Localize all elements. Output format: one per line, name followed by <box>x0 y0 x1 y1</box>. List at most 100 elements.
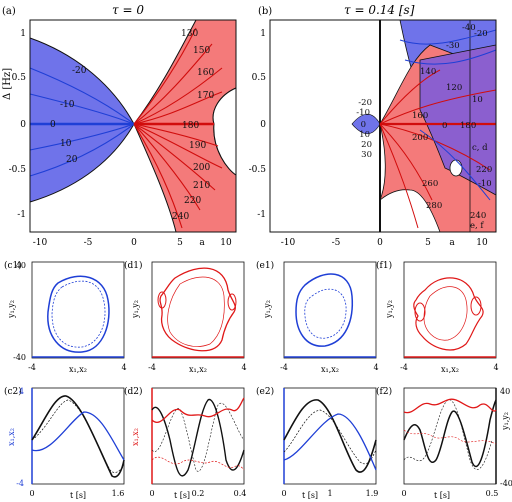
title-a: τ = 0 <box>112 3 144 17</box>
xtick-a: 5 <box>177 238 183 248</box>
xlabel: t [s] <box>302 491 318 500</box>
xtick: -4 <box>400 363 408 372</box>
time-label: (c2) <box>4 386 22 397</box>
panel-label-a: (a) <box>2 6 16 17</box>
contour-label: 0 <box>50 120 56 130</box>
xtick: 4 <box>241 363 246 372</box>
x-marker-a: a <box>199 238 205 248</box>
ytick: -40 <box>13 353 26 362</box>
contour-label: 210 <box>193 181 210 191</box>
phase-d1: (d1) y₁,y₂ -4 4 x₁,x₂ <box>124 260 247 374</box>
xtick-b: -10 <box>281 238 296 248</box>
contour-label: 280 <box>426 201 442 211</box>
ytick-a: -1 <box>17 210 26 220</box>
time-d2: (d2) x₁,x₂ 0 0.2 0.4 t [s] <box>124 386 246 500</box>
contour-label: -10 <box>356 108 370 118</box>
blue-contour-lines <box>29 67 135 177</box>
contour-label: 10 <box>60 139 72 149</box>
contour-label: -20 <box>72 66 87 76</box>
xtick-b: -5 <box>332 238 341 248</box>
xtick: 4 <box>373 363 378 372</box>
panel-b: (b) τ = 0.14 [s] 1 0.5 0 -0.5 -1 -10 -5 … <box>249 3 497 248</box>
time-label: (d2) <box>124 386 143 397</box>
red-contour-lines-b <box>379 69 497 229</box>
annotation-cd: c, d <box>472 143 488 153</box>
contour-label: 240 <box>172 212 189 222</box>
phase-label: (f1) <box>376 260 392 271</box>
contour-label: 20 <box>361 140 372 150</box>
xtick-a: -10 <box>33 238 48 248</box>
ytick-a: 0 <box>20 120 26 130</box>
xlabel: t [s] <box>434 491 450 500</box>
ytick: 40 <box>16 261 26 270</box>
xtick: -4 <box>148 363 156 372</box>
time-row: (c2) 4 -4 x₁,x₂ 0 1.6 t [s] (d2) x₁,x₂ 0… <box>4 386 512 500</box>
phase-label: (c1) <box>4 260 22 271</box>
ylabel: y₁,y₂ <box>131 300 140 319</box>
ylabel: y₁,y₂ <box>7 300 16 319</box>
xtick-a: -5 <box>84 238 93 248</box>
contour-label: 200 <box>412 133 428 143</box>
xtick-b: 0 <box>377 238 383 248</box>
contour-label: 140 <box>420 67 436 77</box>
contour-label: 160 <box>412 111 428 121</box>
time-label: (e2) <box>256 386 274 397</box>
contour-label: 220 <box>476 165 492 175</box>
phase-row: (c1) 40 -40 y₁,y₂ -4 4 x₁,x₂ (d1) y₁,y₂ … <box>4 260 499 374</box>
ylabel: y₁,y₂ <box>263 300 272 319</box>
xlabel: x₁,x₂ <box>189 365 207 374</box>
contour-label: 180 <box>460 121 476 131</box>
contour-label: 180 <box>182 121 199 131</box>
phase-label: (e1) <box>256 260 274 271</box>
xtick: -4 <box>28 363 36 372</box>
panel-label-b: (b) <box>258 6 272 17</box>
contour-label: 200 <box>193 163 210 173</box>
xtick: 1 <box>327 489 332 498</box>
contour-label: 240 <box>470 211 486 221</box>
contour-label: 150 <box>193 46 210 56</box>
ylabel-a: Δ [Hz] <box>2 68 13 100</box>
contour-label: 20 <box>66 155 78 165</box>
ytick-b: 1 <box>260 29 266 39</box>
contour-label: 10 <box>359 130 370 140</box>
xtick: 1.9 <box>366 489 379 498</box>
ytick: -4 <box>16 479 24 488</box>
xlabel: x₁,x₂ <box>321 365 339 374</box>
contour-label: -10 <box>60 100 75 110</box>
contour-label: 130 <box>181 29 198 39</box>
xtick-a: 0 <box>131 238 137 248</box>
xtick-b: 5 <box>425 238 431 248</box>
xtick-a: 10 <box>220 238 232 248</box>
time-c2: (c2) 4 -4 x₁,x₂ 0 1.6 t [s] <box>4 386 125 500</box>
xtick: 4 <box>121 363 126 372</box>
contour-label: 0 <box>442 121 447 131</box>
time-f2: (f2) 40 -40 y₁,y₂ 0 0.5 t [s] <box>376 386 512 500</box>
ytick-b: 0 <box>260 120 266 130</box>
ylabel: y₁,y₂ <box>385 300 394 319</box>
contour-label: -10 <box>478 179 492 189</box>
xlabel: t [s] <box>70 491 86 500</box>
xtick: 0.4 <box>234 489 247 498</box>
ytick-b: -0.5 <box>249 165 267 175</box>
contour-label: 260 <box>422 179 438 189</box>
time-e2: (e2) 0 1 1.9 t [s] <box>256 386 378 500</box>
ytick: -40 <box>500 479 512 488</box>
xtick: -4 <box>280 363 288 372</box>
xlabel: x₁,x₂ <box>441 365 459 374</box>
contour-label: 160 <box>197 68 214 78</box>
contour-label: 120 <box>446 83 462 93</box>
xtick: 4 <box>493 363 498 372</box>
xtick: 0.5 <box>486 489 499 498</box>
contour-label: -30 <box>446 41 460 51</box>
xtick: 0 <box>281 489 286 498</box>
contour-label: 10 <box>472 95 483 105</box>
phase-f1: (f1) y₁,y₂ -4 4 x₁,x₂ <box>376 260 499 374</box>
ytick-b: -1 <box>257 210 266 220</box>
blue-contour-lines-b <box>399 29 497 201</box>
contour-label: 190 <box>189 141 206 151</box>
xtick: 0 <box>149 489 154 498</box>
xtick: 0.2 <box>192 489 205 498</box>
ytick-a: -0.5 <box>9 165 27 175</box>
xlabel: x₁,x₂ <box>69 365 87 374</box>
